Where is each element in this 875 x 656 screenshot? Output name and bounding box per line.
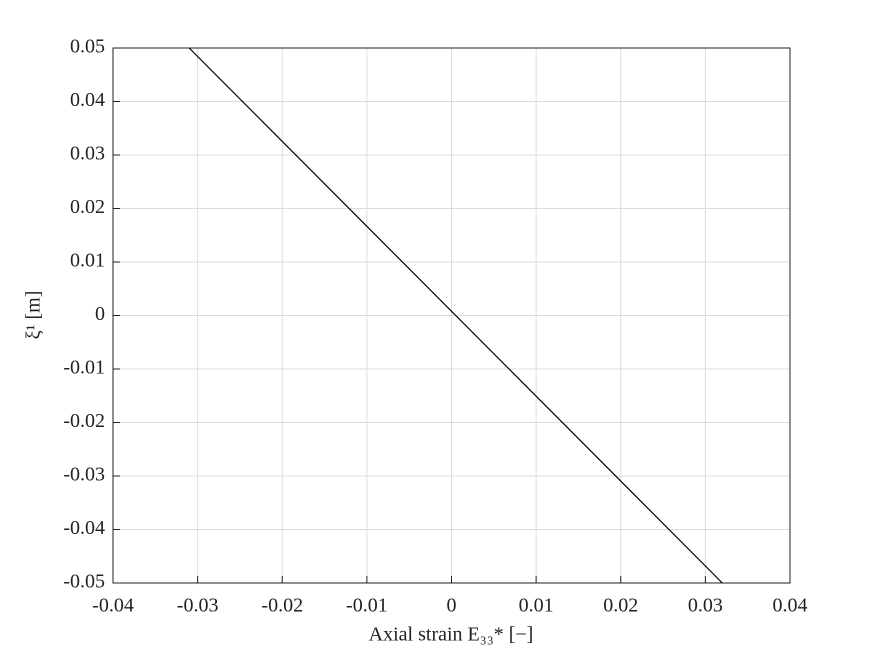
y-tick-label: 0.03 [70,143,105,165]
plot-frame [112,47,791,584]
x-tick-label: -0.01 [346,595,388,617]
x-tick-label: 0.03 [688,595,723,617]
x-tick-label: 0 [447,595,457,617]
x-tick-label: 0.02 [603,595,638,617]
data-line [188,47,723,584]
y-tick-label: 0 [95,303,105,325]
y-tick-label: 0.01 [70,250,105,272]
y-tick-label: -0.04 [63,517,105,539]
x-tick-label: -0.02 [261,595,303,617]
y-tick-label: -0.05 [63,571,105,593]
y-tick-label: 0.05 [70,36,105,58]
y-tick-label: -0.03 [63,464,105,486]
y-axis-label: ξ¹ [m] [23,291,45,340]
x-tick-label: -0.04 [92,595,134,617]
y-tick-label: -0.02 [63,410,105,432]
x-tick-label: -0.03 [177,595,219,617]
x-axis-label: Axial strain E₃₃* [−] [369,624,534,646]
x-tick-label: 0.04 [773,595,808,617]
y-tick-label: -0.01 [63,357,105,379]
x-tick-label: 0.01 [519,595,554,617]
y-tick-label: 0.04 [70,89,105,111]
y-tick-label: 0.02 [70,196,105,218]
